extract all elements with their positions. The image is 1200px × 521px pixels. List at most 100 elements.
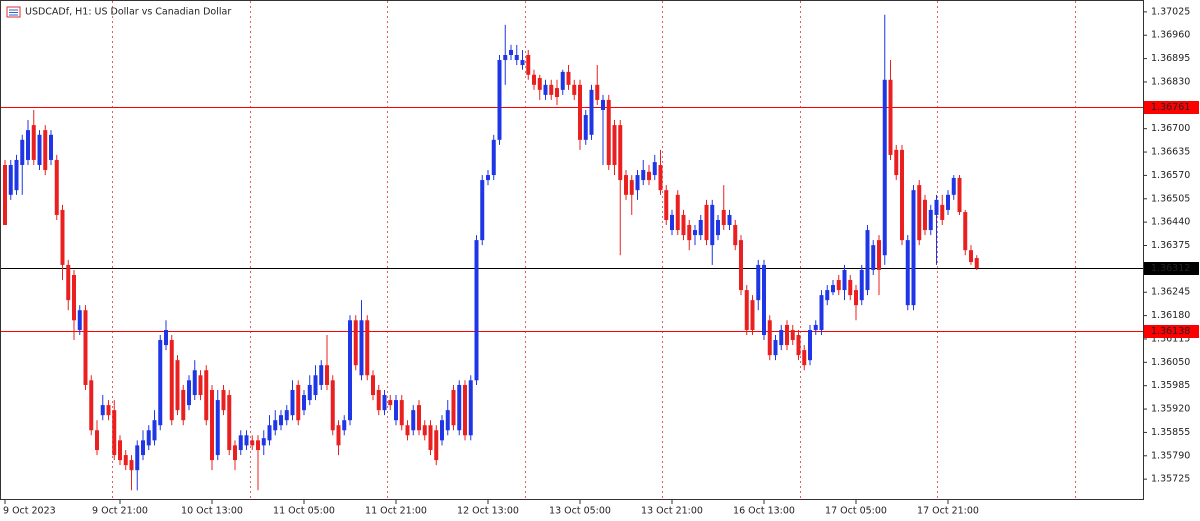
candle-body [3, 164, 7, 226]
x-tick-label: 11 Oct 05:00 [273, 506, 335, 517]
candle-body [169, 340, 174, 421]
candle-body [8, 164, 13, 195]
price-label-box [1144, 262, 1199, 275]
candle-body [348, 320, 352, 421]
candle-body [618, 125, 623, 181]
candle-body [129, 460, 134, 471]
candle-body [813, 324, 818, 330]
candle-body [457, 384, 462, 431]
y-tick-label: 1.35725 [1151, 474, 1190, 485]
candle-body [261, 438, 266, 446]
candle-body [54, 159, 59, 215]
candle-body [307, 384, 312, 401]
candle-body [14, 159, 19, 191]
candle-body [411, 410, 416, 431]
candle-body [405, 425, 410, 436]
candle-body [313, 375, 318, 396]
candle-body [831, 285, 835, 293]
candle-body [474, 240, 479, 381]
candle-body [192, 370, 197, 396]
candle-body [164, 329, 168, 346]
plot-frame [0, 0, 1144, 500]
candle-body [721, 209, 726, 226]
candle-body [20, 139, 25, 165]
candle-body [491, 139, 496, 176]
candle-body [440, 420, 444, 441]
candle-body [417, 405, 421, 431]
candle-body [83, 310, 88, 385]
candle-body [89, 380, 94, 431]
candle-body [687, 225, 692, 241]
candle-body [785, 324, 789, 346]
candle-body [60, 209, 65, 265]
candle-body [716, 219, 720, 236]
candle-body [882, 79, 887, 256]
candle-body [106, 405, 111, 416]
y-tick-label: 1.36830 [1151, 76, 1190, 87]
candle-body [342, 420, 347, 431]
y-tick-label: 1.36115 [1151, 333, 1190, 344]
candle-body [388, 400, 393, 406]
price-label: 1.36138 [1151, 326, 1190, 337]
candle-body [790, 329, 795, 341]
candle-body [100, 405, 105, 416]
candle-body [658, 164, 663, 191]
candle-body [796, 335, 801, 356]
candle-body [641, 170, 646, 181]
candle-body [353, 320, 358, 366]
candle-body [152, 420, 157, 441]
candle-body [486, 175, 490, 181]
candle-body [141, 440, 145, 456]
candle-body [549, 84, 554, 95]
candle-body [175, 360, 180, 411]
x-tick-label: 13 Oct 21:00 [641, 506, 703, 517]
candle-body [445, 410, 450, 431]
candle-body [319, 365, 324, 385]
candle-body [256, 440, 260, 451]
y-tick-label: 1.36180 [1151, 310, 1190, 321]
candle-body [290, 390, 295, 416]
candle-body [859, 269, 864, 301]
candle-body [819, 295, 824, 330]
candle-body [480, 180, 485, 241]
candle-body [503, 54, 508, 61]
candle-body [802, 350, 807, 366]
candle-body [244, 435, 249, 446]
candle-body [399, 400, 404, 426]
candle-body [221, 390, 226, 411]
candle-body [808, 329, 812, 361]
candle-body [589, 89, 594, 135]
x-tick-label: 10 Oct 13:00 [181, 506, 243, 517]
candle-body [422, 425, 427, 436]
candle-body [566, 71, 571, 85]
candle-body [917, 185, 922, 241]
candle-body [951, 177, 956, 195]
candle-body [37, 134, 42, 165]
candle-body [739, 240, 743, 291]
y-tick-label: 1.36440 [1151, 217, 1190, 228]
candle-body [365, 320, 370, 376]
candle-body [302, 395, 306, 411]
candle-body [146, 430, 151, 446]
y-tick-label: 1.36960 [1151, 30, 1190, 41]
candle-body [532, 74, 536, 85]
candle-body [31, 125, 36, 160]
candle-body [77, 310, 82, 330]
candle-body [710, 204, 715, 246]
candle-body [842, 269, 847, 291]
candle-body [26, 130, 30, 160]
candle-body [934, 199, 939, 215]
candle-body [66, 264, 71, 301]
candle-body [675, 194, 680, 231]
x-tick-label: 11 Oct 21:00 [365, 506, 427, 517]
candle-body [629, 180, 634, 195]
candle-body [394, 400, 398, 421]
grid [0, 1, 1143, 500]
candle-body [652, 162, 657, 176]
candle-body [940, 204, 945, 220]
candle-body [779, 329, 784, 346]
candle-body [560, 71, 565, 90]
candle-body [773, 340, 778, 356]
price-label-box [1144, 325, 1199, 338]
